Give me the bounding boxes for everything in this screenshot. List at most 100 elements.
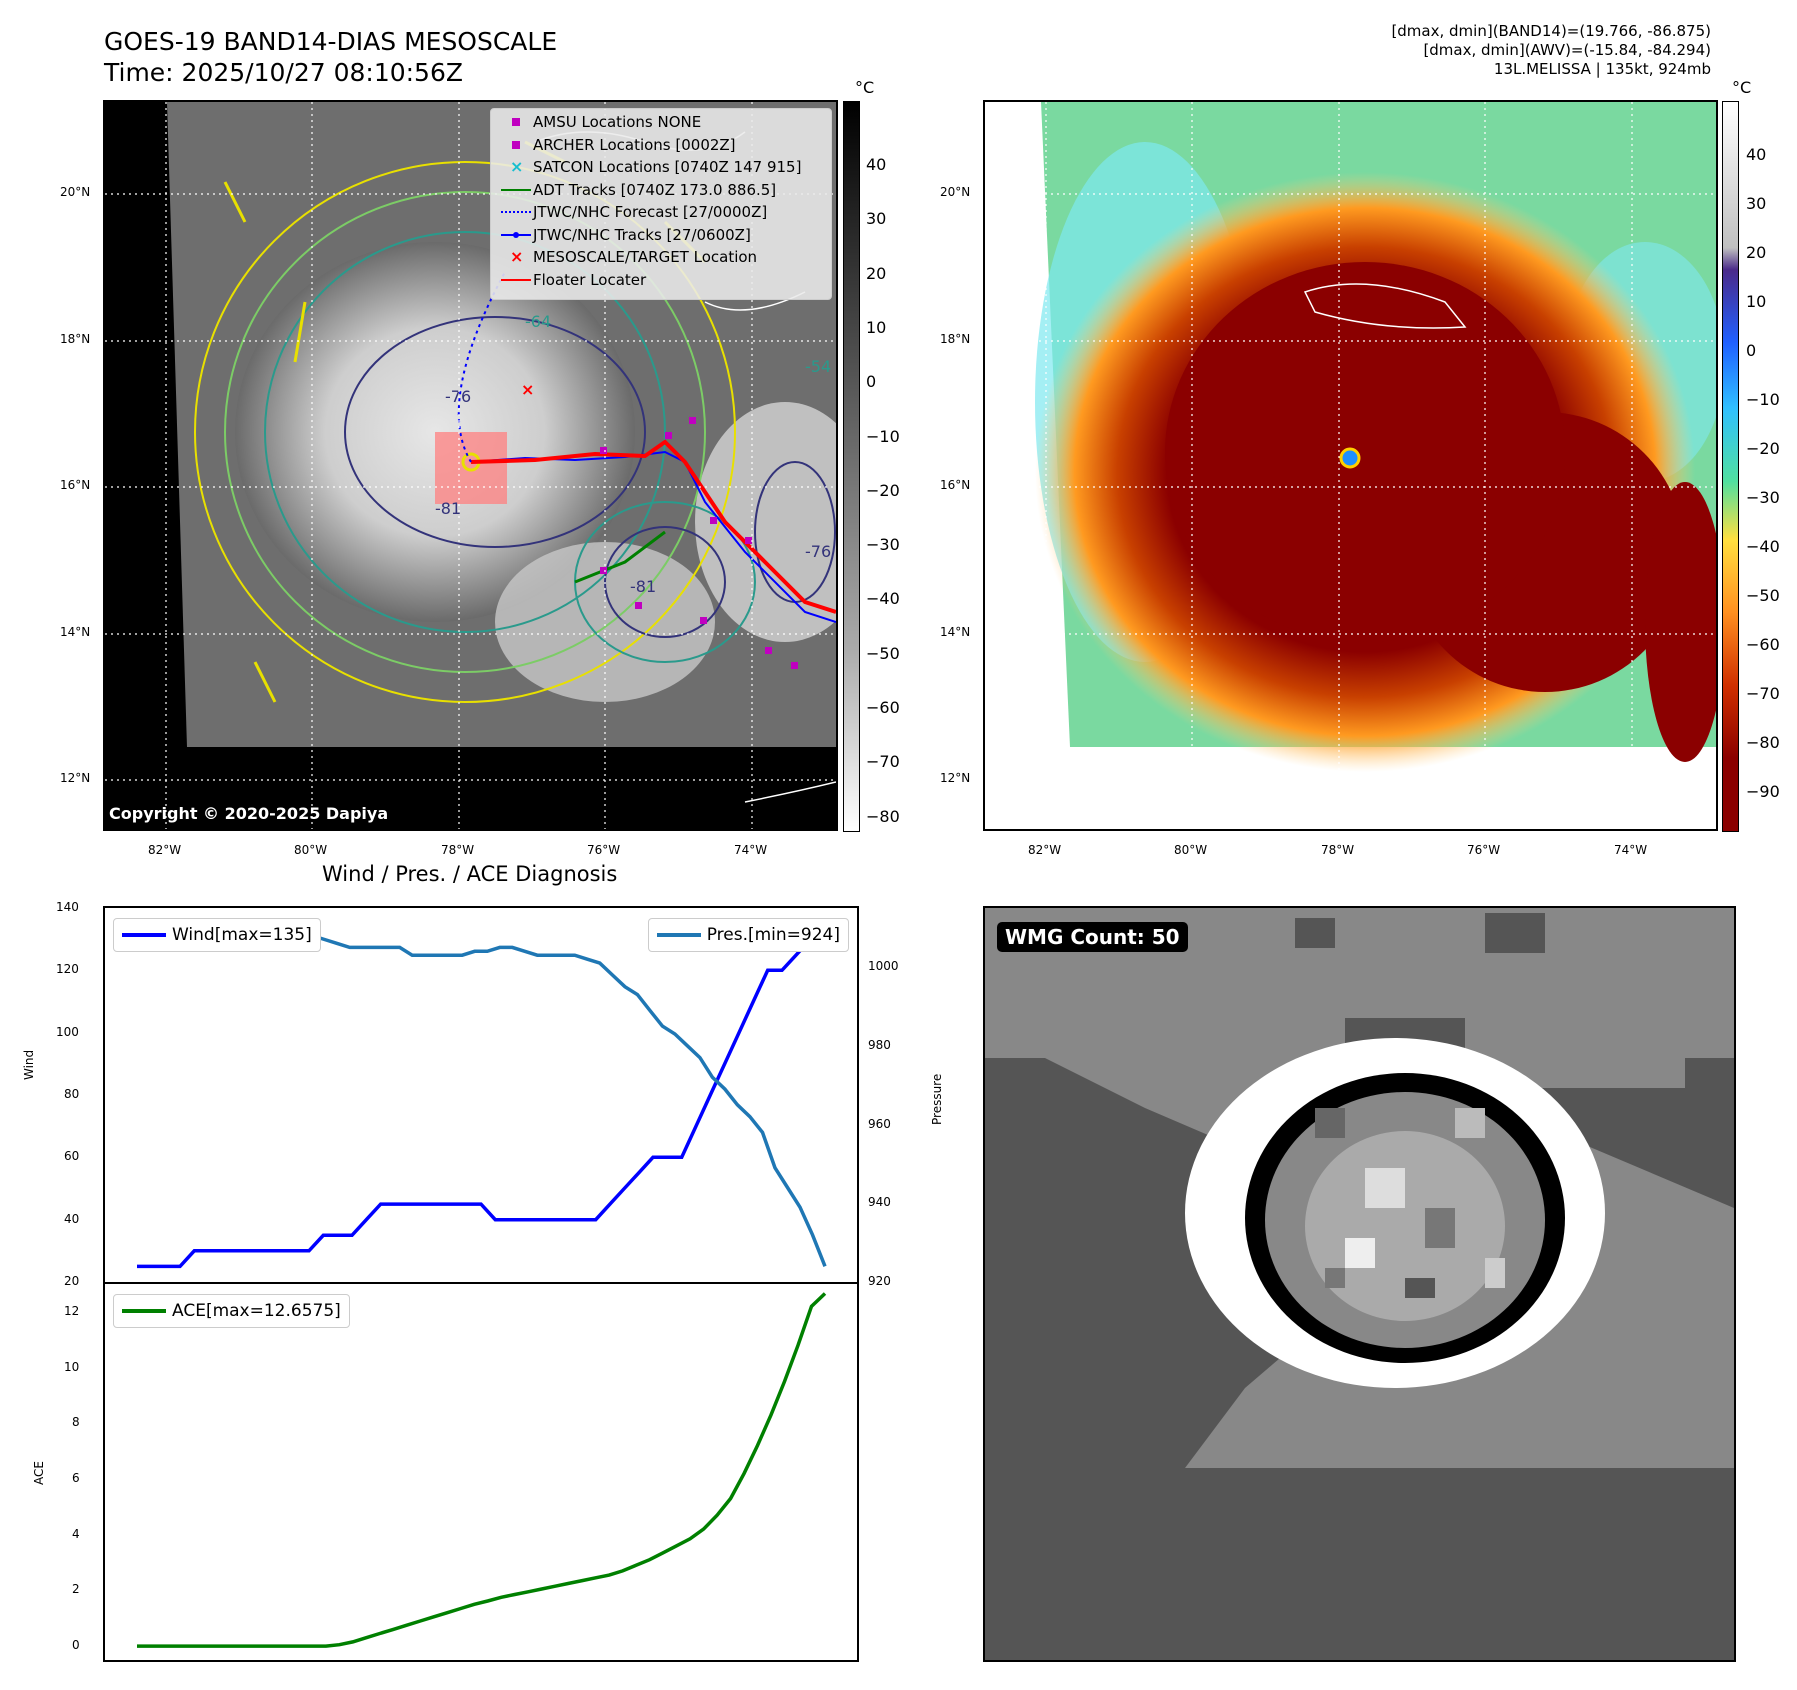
- colorbar-tick-label: −10: [866, 426, 900, 446]
- colorbar-right: [1722, 101, 1739, 832]
- contour-label: -64: [525, 312, 551, 331]
- ir-map-panel: × -64 -54 -76 -81 -76 -81: [103, 100, 838, 831]
- colorbar-tick-label: 30: [866, 209, 887, 229]
- lon-label: 76°W: [1467, 843, 1501, 857]
- colorbar-tick-label: −90: [1746, 782, 1780, 801]
- colorbar-tick-label: −50: [866, 643, 900, 663]
- colorbar-tick-label: 20: [866, 263, 887, 283]
- wmg-panel: WMG Count: 50: [983, 906, 1736, 1662]
- wind-series-line: [137, 922, 827, 1269]
- lon-label: 82°W: [1028, 843, 1062, 857]
- info-line-2: [dmax, dmin](AWV)=(-15.84, -84.294): [1423, 41, 1711, 59]
- lat-label: 18°N: [940, 332, 971, 346]
- ace-tick-label: 2: [72, 1582, 80, 1597]
- legend-label: JTWC/NHC Forecast [27/0000Z]: [533, 203, 768, 221]
- pressure-legend-label: Pres.[min=924]: [706, 925, 840, 945]
- wind-tick-label: 40: [64, 1211, 80, 1226]
- colorbar-tick-label: −70: [1746, 684, 1780, 703]
- line-marker-icon: [499, 201, 533, 223]
- colorbar-tick-label: 0: [1746, 341, 1757, 360]
- wind-tick-label: 20: [64, 1274, 80, 1288]
- lon-label: 80°W: [294, 843, 328, 857]
- ace-tick-label: 8: [72, 1415, 80, 1430]
- lat-label: 16°N: [940, 478, 971, 492]
- legend-item: JTWC/NHC Tracks [27/0600Z]: [499, 224, 751, 246]
- colorbar-unit-left: °C: [855, 78, 875, 97]
- legend-label: MESOSCALE/TARGET Location: [533, 248, 758, 266]
- lon-label: 74°W: [1614, 843, 1648, 857]
- wind-tick-label: 140: [56, 900, 79, 914]
- colorbar-tick-label: 40: [866, 155, 887, 174]
- legend-item: AMSU Locations NONE: [499, 111, 701, 133]
- contour-label: -81: [630, 577, 656, 596]
- wind-pressure-chart: Wind[max=135] Pres.[min=924]: [103, 906, 859, 1284]
- square-marker-icon: [499, 111, 533, 133]
- colorbar-tick-label: −60: [1746, 635, 1780, 654]
- legend-item: Floater Locater: [499, 269, 646, 291]
- line-marker-icon: [499, 224, 533, 246]
- lon-label: 82°W: [148, 843, 182, 857]
- legend-label: Floater Locater: [533, 270, 647, 289]
- colorbar-tick-label: −80: [866, 806, 900, 826]
- chart-title: Wind / Pres. / ACE Diagnosis: [322, 862, 618, 886]
- wind-legend: Wind[max=135]: [113, 918, 321, 952]
- awv-map-panel: [983, 100, 1718, 831]
- colorbar-tick-label: 20: [1746, 243, 1767, 262]
- legend-label: ARCHER Locations [0002Z]: [533, 135, 736, 154]
- colorbar-tick-label: 30: [1746, 194, 1767, 213]
- pressure-series-line: [137, 921, 827, 1267]
- ace-chart: ACE[max=12.6575]: [103, 1282, 859, 1662]
- ace-tick-label: 4: [72, 1526, 80, 1541]
- wind-legend-label: Wind[max=135]: [172, 925, 312, 945]
- square-marker-icon: [499, 134, 533, 156]
- contour-label: -54: [805, 357, 831, 376]
- lon-label: 76°W: [587, 843, 621, 857]
- contour-label: -76: [445, 387, 471, 406]
- colorbar-tick-label: −80: [1746, 733, 1780, 752]
- colorbar-tick-label: −40: [866, 589, 900, 609]
- contour-label: -76: [805, 542, 831, 561]
- colorbar-tick-label: −40: [1746, 537, 1780, 556]
- colorbar-tick-label: −10: [1746, 390, 1780, 409]
- lon-label: 78°W: [441, 843, 475, 857]
- wind-tick-label: 100: [56, 1024, 79, 1039]
- title-line-1: GOES-19 BAND14-DIAS MESOSCALE: [104, 27, 558, 56]
- wind-tick-label: 60: [64, 1149, 80, 1164]
- ace-legend-label: ACE[max=12.6575]: [172, 1301, 341, 1321]
- colorbar-tick-label: −20: [866, 480, 900, 500]
- ace-legend-swatch: [122, 1309, 166, 1313]
- lat-label: 20°N: [60, 185, 91, 199]
- legend-item: ARCHER Locations [0002Z]: [499, 134, 736, 156]
- x-marker-icon: ×: [510, 157, 524, 176]
- lat-label: 14°N: [940, 625, 971, 639]
- colorbar-tick-label: 10: [1746, 292, 1767, 311]
- lat-label: 14°N: [60, 625, 91, 639]
- colorbar-unit-right: °C: [1732, 78, 1752, 97]
- lat-label: 18°N: [60, 332, 91, 346]
- lat-label: 16°N: [60, 478, 91, 492]
- ace-tick-label: 0: [72, 1638, 80, 1653]
- colorbar-tick-label: −50: [1746, 586, 1780, 605]
- pressure-tick-label: 1000: [868, 959, 899, 974]
- wind-pressure-plot: [137, 921, 827, 1269]
- copyright-text: Copyright © 2020-2025 Dapiya: [109, 804, 389, 823]
- pressure-tick-label: 940: [868, 1195, 891, 1210]
- contour-label: -81: [435, 499, 461, 518]
- ace-legend: ACE[max=12.6575]: [113, 1294, 350, 1328]
- wmg-image: [985, 908, 1734, 1468]
- lat-label: 12°N: [60, 771, 91, 785]
- legend-item: JTWC/NHC Forecast [27/0000Z]: [499, 201, 767, 223]
- colorbar-tick-label: −60: [866, 698, 900, 717]
- legend-label: ADT Tracks [0740Z 173.0 886.5]: [533, 180, 777, 199]
- pressure-legend-swatch: [656, 933, 701, 937]
- awv-map-image: [985, 102, 1716, 829]
- title-line-2: Time: 2025/10/27 08:10:56Z: [104, 58, 463, 87]
- legend-item: × MESOSCALE/TARGET Location: [499, 246, 757, 268]
- legend-item: ADT Tracks [0740Z 173.0 886.5]: [499, 179, 776, 201]
- pressure-tick-label: 960: [868, 1116, 891, 1131]
- ace-tick-label: 10: [64, 1359, 80, 1374]
- line-marker-icon: [499, 179, 533, 201]
- colorbar-tick-label: 0: [866, 372, 877, 392]
- x-marker-icon: ×: [510, 247, 524, 266]
- pressure-legend: Pres.[min=924]: [647, 918, 849, 952]
